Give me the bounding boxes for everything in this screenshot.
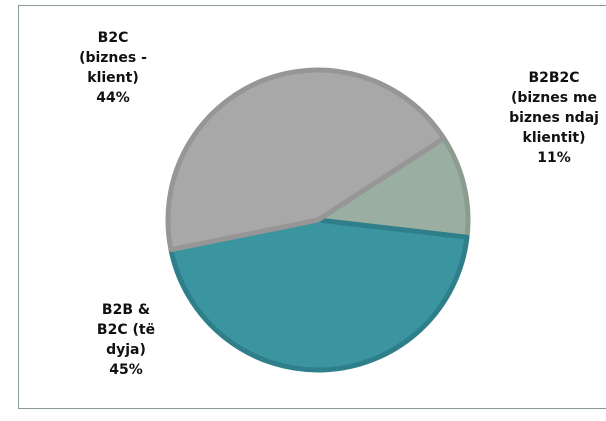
slice-label-value: 44% (96, 90, 130, 106)
slice-label-name: B2B & B2C (të dyja) (96, 302, 156, 358)
pie-slice (168, 217, 470, 373)
slice-label: B2B2C (biznes me biznes ndaj klientit) 11… (505, 68, 603, 168)
pie-slice (165, 67, 447, 253)
slice-label: B2B & B2C (të dyja) 45% (85, 300, 167, 380)
slice-label-value: 11% (537, 150, 571, 166)
pie-slice (315, 135, 471, 240)
slice-label: B2C (biznes - klient) 44% (68, 28, 158, 108)
slice-label-name: B2B2C (biznes me biznes ndaj klientit) (509, 70, 599, 146)
slice-label-value: 45% (109, 362, 143, 378)
slice-label-name: B2C (biznes - klient) (79, 30, 147, 86)
